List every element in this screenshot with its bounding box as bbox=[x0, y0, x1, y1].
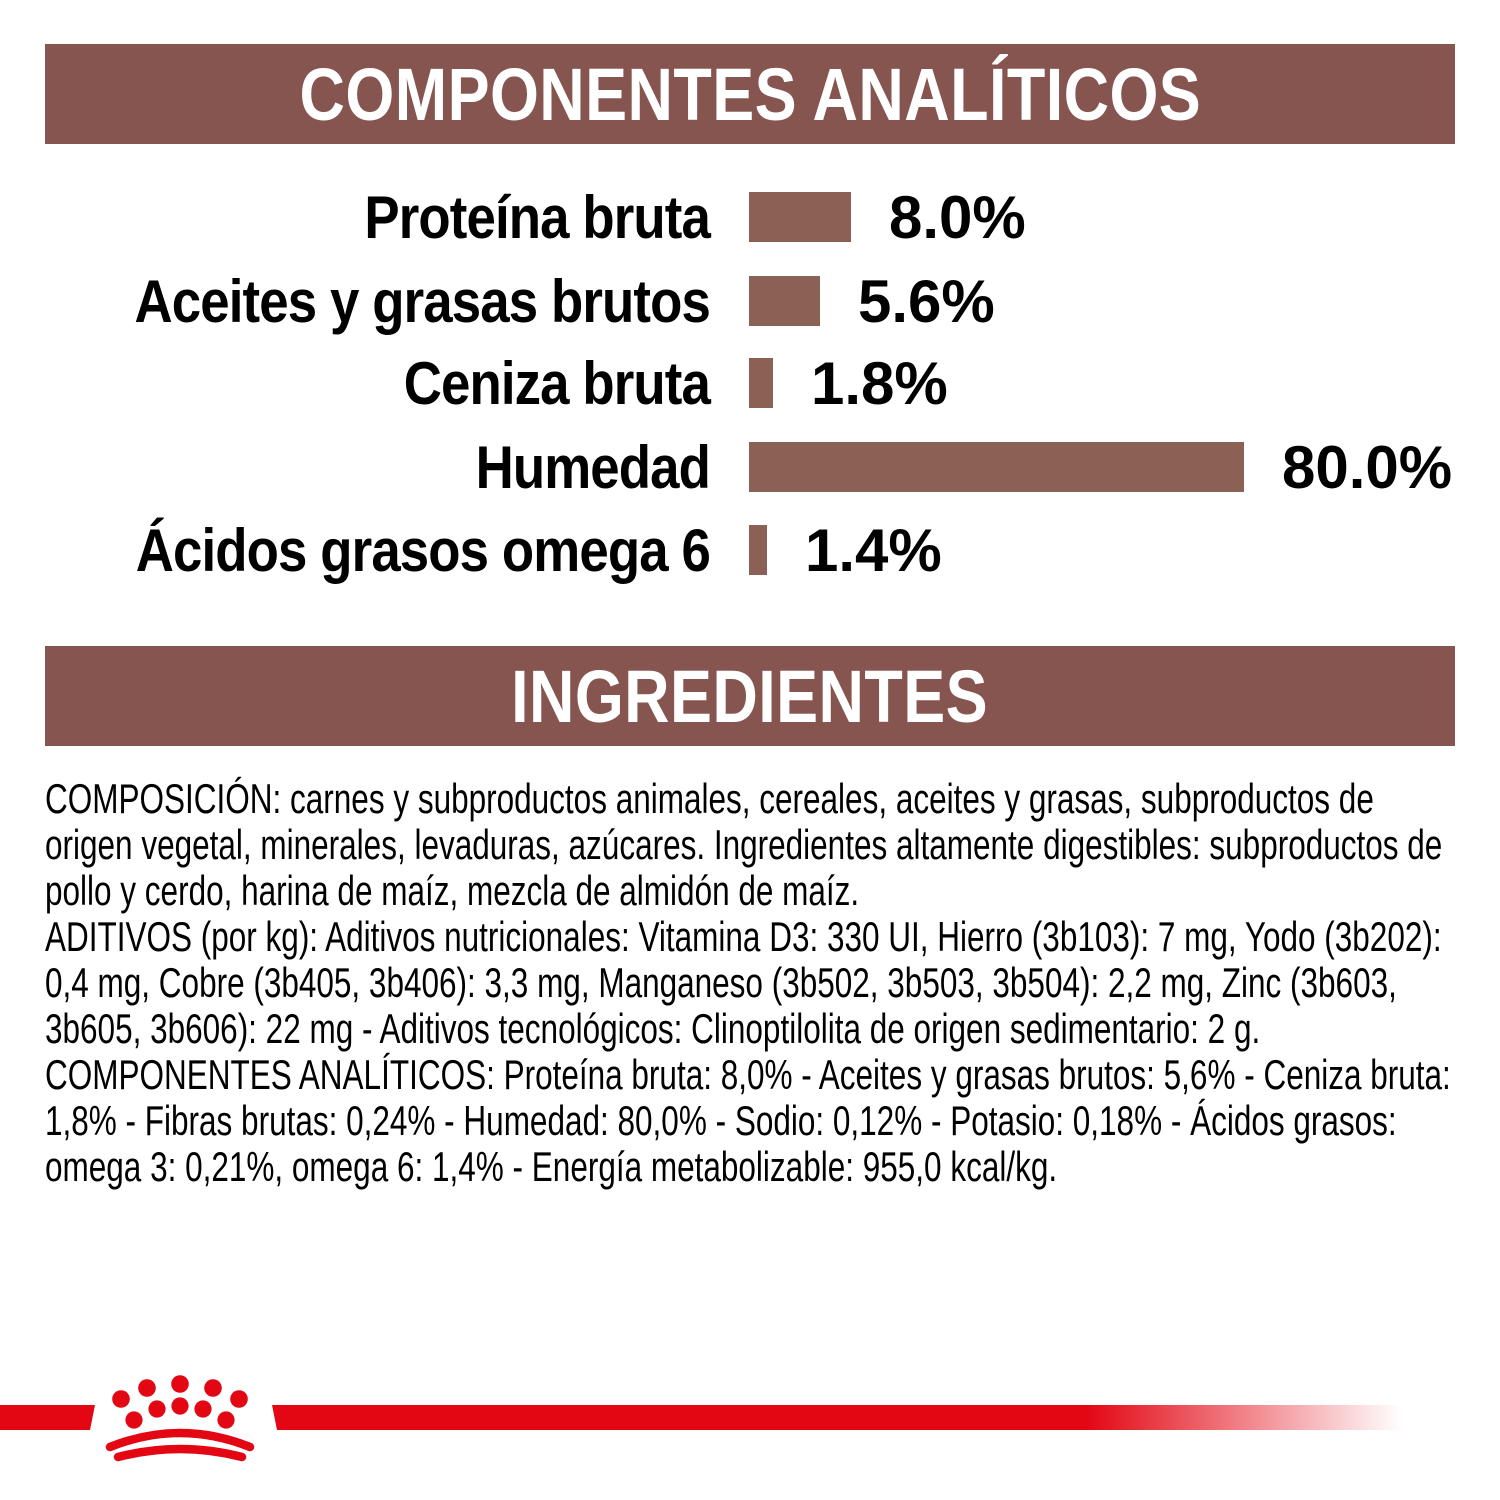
chart-row-ash: Ceniza bruta 1.8% bbox=[45, 350, 948, 417]
ingredients-text: COMPOSICIÓN: carnes y subproductos anima… bbox=[45, 776, 1455, 1190]
chart-label: Humedad bbox=[475, 433, 711, 501]
additives-paragraph: ADITIVOS (por kg): Aditivos nutricionale… bbox=[45, 913, 1442, 1052]
chart-value: 80.0% bbox=[1282, 433, 1453, 501]
ingredients-title: INGREDIENTES bbox=[511, 654, 989, 738]
chart-value: 8.0% bbox=[889, 183, 1026, 251]
analytical-components-title: COMPONENTES ANALÍTICOS bbox=[299, 52, 1201, 136]
brand-ribbon-left bbox=[0, 1405, 95, 1430]
chart-value: 1.4% bbox=[805, 516, 942, 584]
chart-bar bbox=[749, 192, 851, 242]
ingredients-band: INGREDIENTES bbox=[45, 646, 1455, 746]
chart-label: Aceites y grasas brutos bbox=[134, 267, 711, 335]
chart-bar bbox=[749, 276, 820, 326]
analytical-constituents-paragraph: COMPONENTES ANALÍTICOS: Proteína bruta: … bbox=[45, 1051, 1451, 1190]
chart-bar bbox=[749, 525, 767, 575]
chart-value: 5.6% bbox=[858, 267, 995, 335]
chart-label: Ácidos grasos omega 6 bbox=[135, 516, 711, 584]
chart-bar bbox=[749, 442, 1244, 492]
chart-label: Ceniza bruta bbox=[403, 349, 711, 417]
chart-row-fats: Aceites y grasas brutos 5.6% bbox=[45, 268, 995, 335]
chart-row-moisture: Humedad 80.0% bbox=[45, 434, 1453, 501]
composition-paragraph: COMPOSICIÓN: carnes y subproductos anima… bbox=[45, 775, 1443, 914]
chart-bar bbox=[749, 358, 773, 408]
chart-value: 1.8% bbox=[811, 349, 948, 417]
chart-row-omega6: Ácidos grasos omega 6 1.4% bbox=[45, 517, 942, 584]
analytical-components-band: COMPONENTES ANALÍTICOS bbox=[45, 44, 1455, 144]
chart-label: Proteína bruta bbox=[364, 183, 710, 251]
chart-row-protein: Proteína bruta 8.0% bbox=[45, 184, 1025, 251]
brand-ribbon-right bbox=[272, 1405, 1402, 1430]
royal-canin-crown-logo bbox=[105, 1375, 255, 1462]
